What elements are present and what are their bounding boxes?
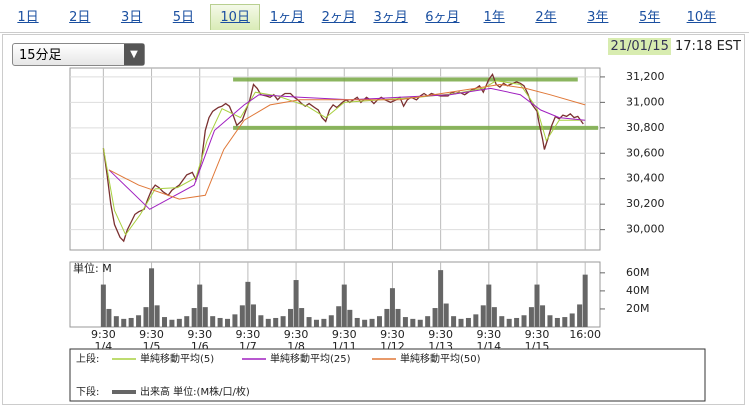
- range-tab[interactable]: 5日: [158, 4, 208, 30]
- range-tab[interactable]: 1年: [469, 4, 519, 30]
- range-tab[interactable]: 2日: [55, 4, 105, 30]
- timestamp-date: 21/01/15: [608, 38, 671, 55]
- range-tab[interactable]: 10年: [676, 4, 726, 30]
- range-tab[interactable]: 2年: [521, 4, 571, 30]
- range-tab[interactable]: 5年: [625, 4, 675, 30]
- range-tab[interactable]: 1ヶ月: [262, 4, 312, 30]
- range-tab[interactable]: 10日: [210, 4, 261, 30]
- panel: [2, 34, 745, 405]
- dropdown-arrow: ▼: [124, 44, 144, 65]
- timestamp-time: 17:18 EST: [674, 39, 741, 54]
- dropdown-text: 15分足: [19, 48, 62, 63]
- range-tab[interactable]: 1日: [3, 4, 53, 30]
- timestamp: 21/01/15 17:18 EST: [608, 38, 741, 55]
- range-tab[interactable]: 6ヶ月: [417, 4, 467, 30]
- range-tab[interactable]: 2ヶ月: [314, 4, 364, 30]
- tab-bar: 1日 2日 3日 5日 10日 1ヶ月 2ヶ月 3ヶ月 6ヶ月 1年 2年 3年 5年 10年: [0, 0, 749, 33]
- range-tab[interactable]: 3年: [573, 4, 623, 30]
- range-tab[interactable]: 3ヶ月: [366, 4, 416, 30]
- interval-dropdown[interactable]: 15分足 ▼: [12, 43, 145, 66]
- range-tab[interactable]: 3日: [107, 4, 157, 30]
